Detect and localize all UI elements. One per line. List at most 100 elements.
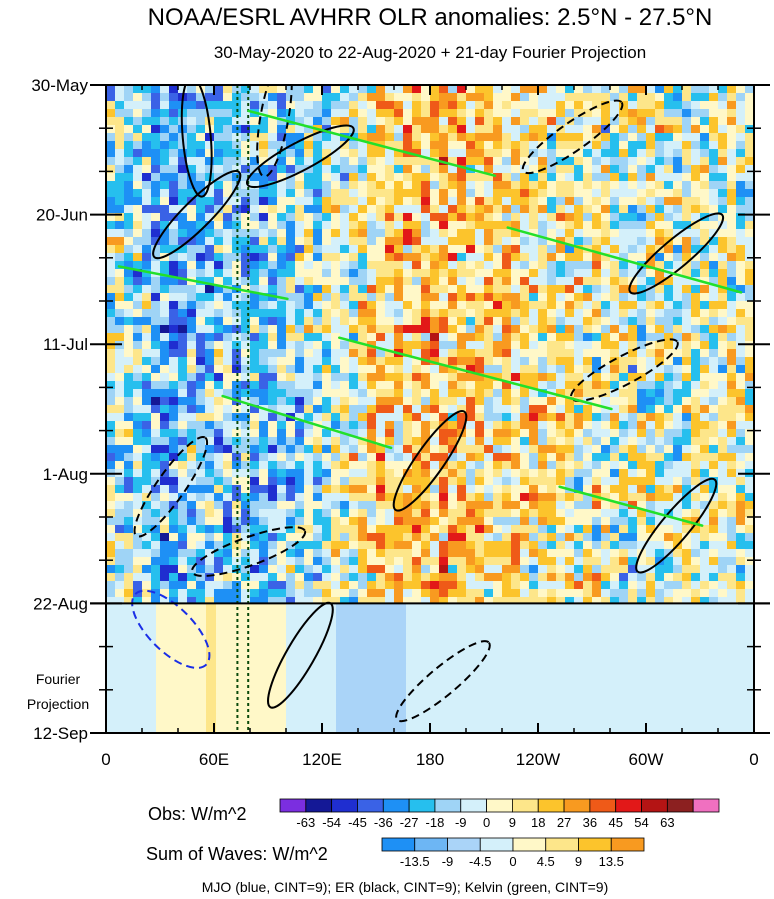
obs-cell — [556, 349, 566, 358]
obs-cell — [196, 477, 206, 486]
obs-cell — [457, 557, 467, 566]
obs-cell — [304, 549, 314, 558]
obs-cell — [376, 581, 386, 590]
obs-cell — [700, 381, 710, 390]
obs-cell — [277, 453, 287, 462]
obs-cell — [241, 325, 251, 334]
obs-cell — [196, 149, 206, 158]
obs-cell — [466, 173, 476, 182]
obs-cell — [736, 453, 746, 462]
obs-cell — [196, 565, 206, 574]
projection-cell — [636, 613, 647, 624]
obs-cell — [268, 461, 278, 470]
obs-cell — [646, 381, 656, 390]
obs-cell — [250, 269, 260, 278]
obs-cell — [439, 301, 449, 310]
obs-cell — [367, 501, 377, 510]
obs-cell — [178, 493, 188, 502]
obs-cell — [484, 389, 494, 398]
obs-cell — [565, 397, 575, 406]
obs-cell — [142, 517, 152, 526]
obs-cell — [106, 421, 116, 430]
obs-cell — [718, 421, 728, 430]
obs-cell — [340, 477, 350, 486]
obs-cell — [475, 173, 485, 182]
obs-cell — [583, 549, 593, 558]
obs-cell — [520, 365, 530, 374]
obs-cell — [592, 405, 602, 414]
obs-cell — [538, 381, 548, 390]
obs-cell — [448, 597, 458, 606]
obs-cell — [448, 189, 458, 198]
obs-cell — [205, 597, 215, 606]
obs-cell — [601, 173, 611, 182]
obs-cell — [304, 429, 314, 438]
obs-cell — [448, 205, 458, 214]
obs-cell — [412, 469, 422, 478]
obs-cell — [340, 253, 350, 262]
obs-cell — [151, 437, 161, 446]
obs-cell — [592, 253, 602, 262]
obs-cell — [466, 429, 476, 438]
obs-cell — [358, 349, 368, 358]
obs-cell — [322, 517, 332, 526]
obs-cell — [277, 213, 287, 222]
obs-cell — [241, 389, 251, 398]
obs-cell — [718, 461, 728, 470]
obs-cell — [115, 213, 125, 222]
obs-cell — [502, 397, 512, 406]
obs-cell — [385, 493, 395, 502]
obs-cell — [376, 437, 386, 446]
obs-cell — [349, 573, 359, 582]
obs-cell — [709, 597, 719, 606]
obs-cell — [115, 285, 125, 294]
projection-cell — [406, 633, 417, 644]
obs-cell — [250, 517, 260, 526]
obs-cell — [745, 197, 754, 206]
projection-cell — [176, 603, 187, 614]
obs-cell — [268, 85, 278, 94]
obs-cell — [583, 101, 593, 110]
obs-cell — [457, 581, 467, 590]
obs-cell — [628, 533, 638, 542]
obs-cell — [664, 101, 674, 110]
obs-cell — [574, 429, 584, 438]
obs-cell — [313, 165, 323, 174]
obs-cell — [151, 229, 161, 238]
obs-cell — [664, 333, 674, 342]
obs-cell — [448, 237, 458, 246]
obs-cell — [619, 525, 629, 534]
obs-cell — [664, 189, 674, 198]
obs-cell — [709, 485, 719, 494]
obs-cell — [619, 285, 629, 294]
obs-cell — [547, 101, 557, 110]
obs-cell — [367, 533, 377, 542]
projection-cell — [166, 643, 177, 654]
obs-cell — [268, 117, 278, 126]
obs-cell — [520, 453, 530, 462]
obs-cell — [160, 285, 170, 294]
obs-cell — [601, 533, 611, 542]
obs-cell — [520, 509, 530, 518]
obs-cell — [295, 117, 305, 126]
obs-cell — [223, 117, 233, 126]
obs-cell — [196, 181, 206, 190]
obs-cell — [241, 357, 251, 366]
obs-cell — [736, 421, 746, 430]
obs-cell — [124, 165, 134, 174]
obs-cell — [169, 541, 179, 550]
obs-cell — [142, 149, 152, 158]
projection-cell — [596, 643, 607, 654]
obs-cell — [304, 333, 314, 342]
obs-cell — [655, 589, 665, 598]
obs-cell — [340, 165, 350, 174]
projection-cell — [616, 623, 627, 634]
obs-cell — [736, 485, 746, 494]
obs-cell — [601, 477, 611, 486]
obs-cell — [574, 445, 584, 454]
obs-cell — [655, 213, 665, 222]
obs-cell — [682, 317, 692, 326]
obs-cell — [556, 333, 566, 342]
obs-cell — [565, 205, 575, 214]
obs-cell — [511, 357, 521, 366]
